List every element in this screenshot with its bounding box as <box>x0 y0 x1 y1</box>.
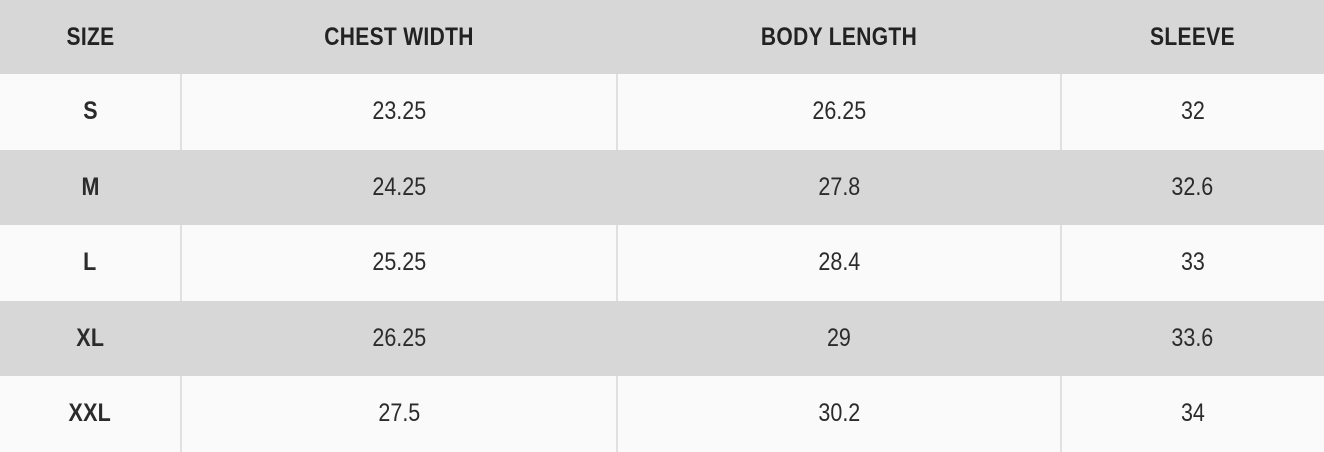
cell-sleeve: 32.6 <box>1061 150 1324 226</box>
table-row: XL 26.25 29 33.6 <box>0 300 1324 377</box>
cell-body-length: 27.8 <box>617 150 1061 226</box>
column-header-body-length: BODY LENGTH <box>760 22 918 51</box>
cell-size-text: XL <box>76 323 105 352</box>
table-row: M 24.25 27.8 32.6 <box>0 149 1324 226</box>
cell-chest-width: 24.25 <box>181 150 617 226</box>
cell-size: XXL <box>0 376 181 452</box>
cell-chest-width: 26.25 <box>181 301 617 377</box>
cell-size-text: XXL <box>68 399 112 428</box>
cell-sleeve-text: 32.6 <box>1171 172 1214 201</box>
cell-body-length-text: 27.8 <box>818 172 860 201</box>
cell-body-length: 28.4 <box>616 225 1061 301</box>
header-row: SIZE CHEST WIDTH BODY LENGTH SLEEVE <box>0 0 1324 74</box>
cell-sleeve-text: 33.6 <box>1171 323 1214 352</box>
column-header-size: SIZE <box>66 22 115 51</box>
cell-body-length: 30.2 <box>616 376 1061 452</box>
cell-body-length: 26.25 <box>616 74 1061 150</box>
cell-chest-width: 25.25 <box>180 225 617 301</box>
table-row: XXL 27.5 30.2 34 <box>0 376 1324 452</box>
cell-size: M <box>0 150 181 226</box>
cell-body-length-text: 28.4 <box>818 248 860 277</box>
column-header-sleeve: SLEEVE <box>1150 22 1235 51</box>
table-row: S 23.25 26.25 32 <box>0 74 1324 150</box>
cell-size-text: S <box>82 97 98 126</box>
cell-sleeve: 34 <box>1060 376 1324 452</box>
cell-chest-width: 27.5 <box>180 376 617 452</box>
cell-size: S <box>0 74 181 150</box>
cell-body-length-text: 29 <box>827 323 851 352</box>
cell-body-length-text: 30.2 <box>818 399 860 428</box>
cell-sleeve: 33.6 <box>1061 301 1324 377</box>
cell-sleeve: 32 <box>1060 74 1324 150</box>
table-header: SIZE CHEST WIDTH BODY LENGTH SLEEVE <box>0 0 1324 74</box>
table-body: S 23.25 26.25 32 M 24.25 27.8 32.6 L 25.… <box>0 74 1324 452</box>
cell-size: L <box>0 225 181 301</box>
cell-sleeve-text: 32 <box>1181 97 1205 126</box>
table-row: L 25.25 28.4 33 <box>0 225 1324 301</box>
column-header-chest-width: CHEST WIDTH <box>324 22 474 51</box>
cell-chest-width-text: 25.25 <box>372 248 426 277</box>
cell-sleeve: 33 <box>1060 225 1324 301</box>
cell-sleeve-text: 34 <box>1181 399 1205 428</box>
cell-chest-width-text: 23.25 <box>372 97 426 126</box>
cell-size-text: L <box>83 248 97 277</box>
cell-chest-width: 23.25 <box>180 74 617 150</box>
cell-size: XL <box>0 301 181 377</box>
cell-chest-width-text: 27.5 <box>378 399 420 428</box>
cell-body-length: 29 <box>617 301 1061 377</box>
cell-size-text: M <box>81 172 100 201</box>
cell-chest-width-text: 26.25 <box>372 323 426 352</box>
cell-body-length-text: 26.25 <box>812 97 866 126</box>
cell-chest-width-text: 24.25 <box>372 172 426 201</box>
cell-sleeve-text: 33 <box>1181 248 1205 277</box>
